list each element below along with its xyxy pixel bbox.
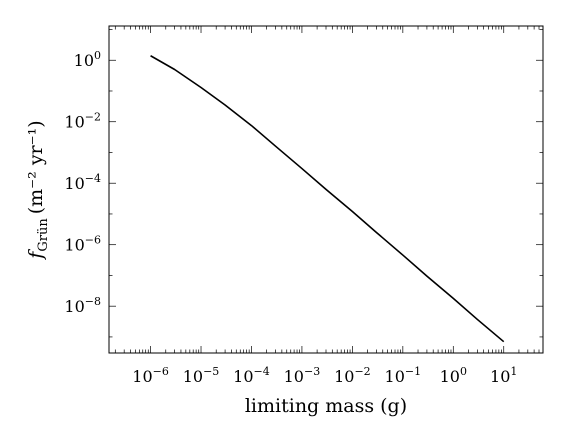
x-tick-label: 100 xyxy=(440,365,467,386)
y-tick-label: 100 xyxy=(74,49,101,70)
y-tick-label: 10−4 xyxy=(64,172,101,193)
y-axis-label-subscript: Grün xyxy=(36,218,51,252)
series-layer xyxy=(151,56,504,342)
y-tick-labels: 100 10−2 10−4 10−6 10−8 xyxy=(64,49,101,316)
x-tick-label: 10−4 xyxy=(233,365,270,386)
x-tick-label: 10−3 xyxy=(284,365,321,386)
x-tick-labels: 10−6 10−5 10−4 10−3 10−2 10−1 100 101 xyxy=(132,365,517,386)
y-tick-label: 10−2 xyxy=(64,111,101,132)
x-tick-label: 10−1 xyxy=(385,365,422,386)
y-axis-label-units: (m⁻² yr⁻¹) xyxy=(25,120,47,214)
series-line xyxy=(151,56,504,342)
y-tick-label: 10−6 xyxy=(64,234,101,255)
x-tick-label: 10−5 xyxy=(183,365,220,386)
y-tick-label: 10−8 xyxy=(64,295,101,316)
x-axis-label: limiting mass (g) xyxy=(245,395,407,417)
y-axis-label: fGrün(m⁻² yr⁻¹) xyxy=(25,120,51,260)
x-tick-label: 10−6 xyxy=(132,365,169,386)
x-tick-label: 101 xyxy=(490,365,517,386)
x-tick-label: 10−2 xyxy=(334,365,371,386)
